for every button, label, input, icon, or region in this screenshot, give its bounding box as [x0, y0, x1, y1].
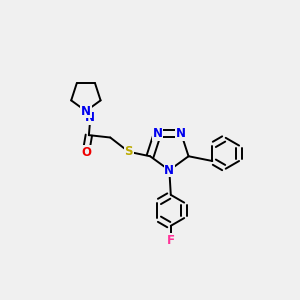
Text: N: N — [176, 127, 186, 140]
Text: N: N — [81, 105, 91, 118]
Text: O: O — [81, 146, 91, 159]
Text: N: N — [85, 111, 95, 124]
Text: N: N — [152, 127, 162, 140]
Text: F: F — [167, 234, 175, 247]
Text: N: N — [164, 164, 174, 177]
Text: S: S — [124, 145, 133, 158]
